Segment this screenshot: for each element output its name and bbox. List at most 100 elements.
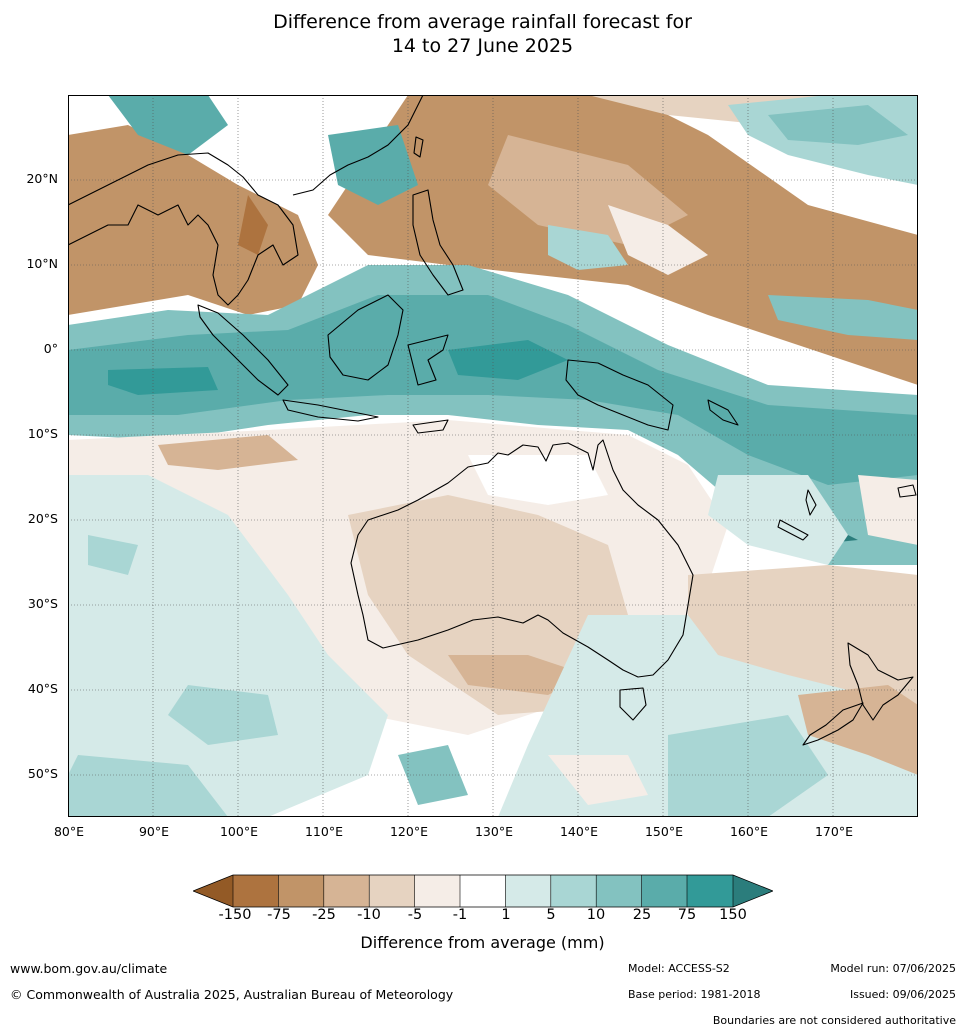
colorbar-bin [550, 875, 597, 907]
sulawesi-coastline [407, 334, 449, 386]
lon-label-170e: 170°E [814, 824, 853, 839]
model-name: Model: ACCESS-S2 [628, 962, 730, 975]
colorbar-tick-label: 25 [632, 907, 652, 923]
colorbar-bin [641, 875, 687, 907]
new-zealand-north-coastline [847, 642, 914, 721]
lon-label-140e: 140°E [559, 824, 598, 839]
colorbar-tick-label: -150 [218, 907, 252, 923]
colorbar-legend [191, 874, 775, 908]
asia-mainland-coastline [68, 152, 299, 306]
graticule [68, 95, 918, 817]
colorbar-tick-label: 1 [501, 907, 511, 923]
anomaly-region [328, 125, 418, 205]
map-canvas [68, 95, 918, 817]
anomaly-region [668, 715, 828, 817]
title-line-2: 14 to 27 June 2025 [391, 35, 574, 57]
solomons-coastline [707, 399, 739, 426]
model-run-date: Model run: 07/06/2025 [830, 962, 956, 975]
rainfall-anomaly-map [68, 95, 918, 817]
colorbar-bin [596, 875, 642, 907]
colorbar-bin [369, 875, 415, 907]
colorbar-bin [414, 875, 460, 907]
java-coastline [282, 399, 379, 422]
new-caledonia-coastline [777, 519, 809, 541]
anomaly-region [708, 475, 848, 565]
lat-label-20n: 20°N [26, 171, 58, 186]
anomaly-region [608, 205, 708, 275]
anomaly-region [768, 105, 908, 145]
map-title: Difference from average rainfall forecas… [0, 10, 965, 58]
borneo-coastline [327, 294, 404, 381]
colorbar-tick-label: -25 [312, 907, 336, 923]
anomaly-region [168, 685, 278, 745]
sumatra-coastline [197, 304, 289, 396]
fiji-coastline [897, 484, 917, 498]
colorbar-title: Difference from average (mm) [360, 933, 605, 952]
colorbar-tick-label: 5 [546, 907, 556, 923]
map-frame [68, 95, 918, 817]
colorbar-tick-label: -10 [357, 907, 381, 923]
anomaly-region [398, 745, 468, 805]
colorbar-tick-label: 75 [677, 907, 697, 923]
colorbar-tick-label: -5 [407, 907, 423, 923]
australia-coastline [350, 439, 694, 678]
anomaly-region [688, 565, 918, 715]
lat-label-50s: 50°S [27, 766, 58, 781]
colorbar-tick-labels: -150 -75 -25 -10 -5 -1 1 5 10 25 75 150 [0, 907, 965, 927]
coastlines [68, 95, 917, 746]
lon-label-120e: 120°E [389, 824, 428, 839]
anomaly-region [448, 655, 588, 695]
china-coastline [292, 95, 424, 196]
anomaly-region [108, 95, 228, 155]
anomaly-region [68, 475, 388, 817]
lon-label-150e: 150°E [644, 824, 683, 839]
lat-label-10s: 10°S [27, 426, 58, 441]
anomaly-region [448, 340, 568, 380]
new-guinea-coastline [565, 359, 674, 431]
lon-label-80e: 80°E [53, 824, 85, 839]
taiwan-coastline [413, 136, 424, 158]
anomaly-region [108, 367, 218, 395]
anomaly-region [858, 475, 918, 545]
timor-coastline [412, 419, 449, 434]
base-period: Base period: 1981-2018 [628, 988, 761, 1001]
colorbar-bin [687, 875, 733, 907]
colorbar-bin [460, 875, 506, 907]
lon-label-110e: 110°E [304, 824, 343, 839]
colorbar-tick-label: 150 [719, 907, 747, 923]
lon-label-130e: 130°E [474, 824, 513, 839]
tasmania-coastline [619, 687, 647, 721]
website-link[interactable]: www.bom.gov.au/climate [10, 961, 168, 976]
anomaly-region [158, 435, 298, 470]
anomaly-region [468, 455, 608, 505]
lon-label-100e: 100°E [219, 824, 258, 839]
anomaly-region [768, 295, 918, 340]
issued-date: Issued: 09/06/2025 [849, 988, 956, 1001]
colorbar-bin [233, 875, 279, 907]
colorbar-extend-low [193, 875, 233, 907]
colorbar-tick-label: 10 [586, 907, 606, 923]
lon-label-90e: 90°E [138, 824, 170, 839]
title-line-1: Difference from average rainfall forecas… [273, 11, 692, 33]
anomaly-region [88, 535, 138, 575]
anomaly-region [548, 755, 648, 805]
anomaly-region [238, 195, 268, 255]
colorbar-bin [323, 875, 370, 907]
lat-label-10n: 10°N [26, 256, 58, 271]
lat-label-30s: 30°S [27, 596, 58, 611]
colorbar-extend-high [733, 875, 773, 907]
anomaly-region [798, 685, 918, 775]
anomaly-region [548, 225, 628, 270]
lat-label-40s: 40°S [27, 681, 58, 696]
copyright-text: © Commonwealth of Australia 2025, Austra… [10, 987, 454, 1002]
lon-label-160e: 160°E [729, 824, 768, 839]
boundaries-disclaimer: Boundaries are not considered authoritat… [712, 1014, 956, 1027]
lat-label-20s: 20°S [27, 511, 58, 526]
colorbar-tick-label: -1 [452, 907, 468, 923]
vanuatu-coastline [805, 489, 817, 516]
colorbar-bin [278, 875, 324, 907]
colorbar [191, 874, 775, 908]
anomaly-region [68, 755, 228, 817]
new-zealand-south-coastline [802, 702, 864, 746]
lat-label-equator: 0° [43, 341, 58, 356]
